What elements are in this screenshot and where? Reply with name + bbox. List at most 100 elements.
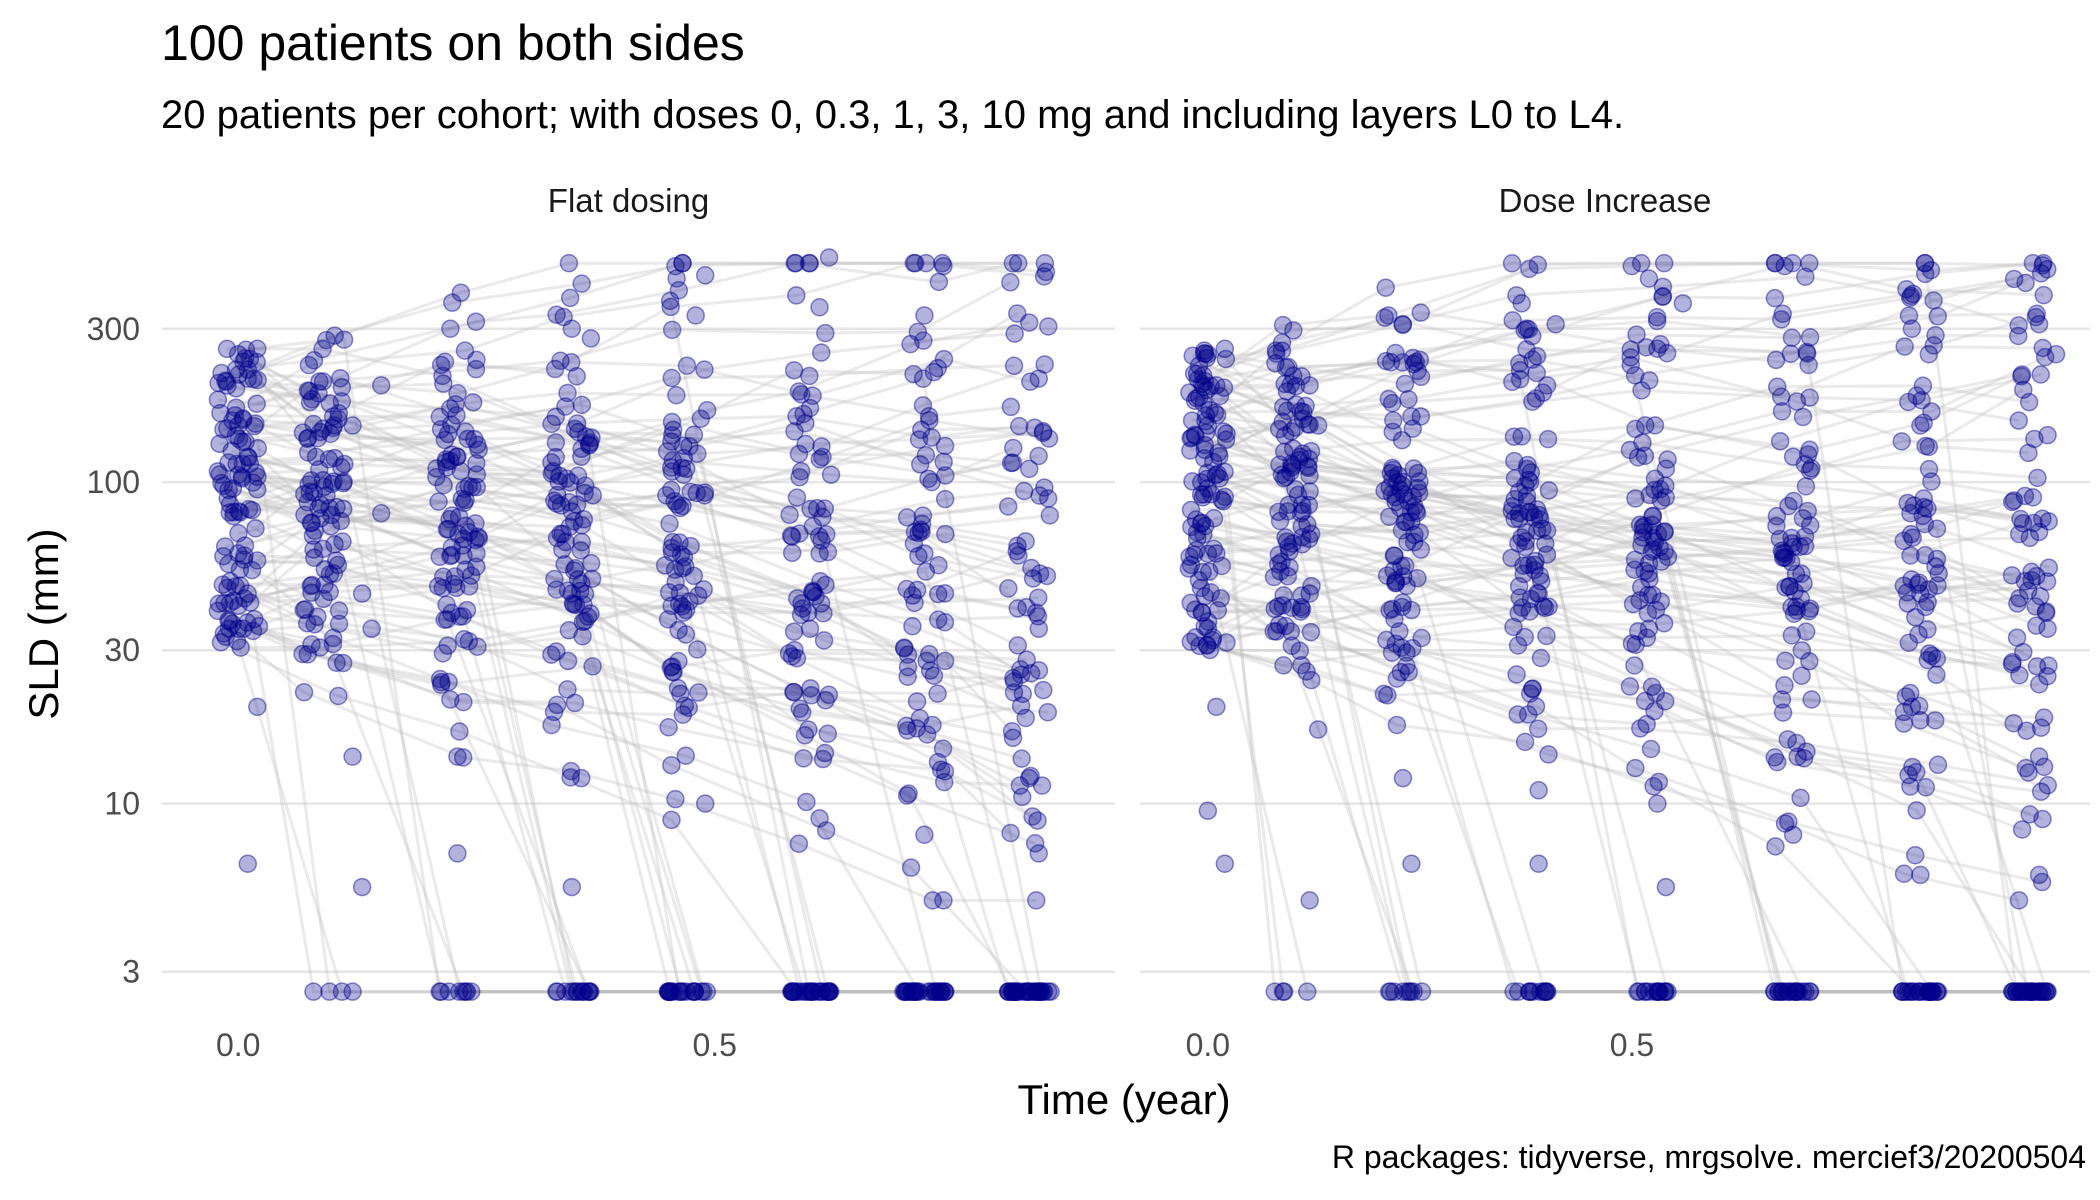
data-point xyxy=(1198,544,1218,564)
data-point xyxy=(1272,333,1292,352)
data-point xyxy=(579,434,599,454)
patient-trajectory xyxy=(242,462,1014,993)
data-point xyxy=(242,500,262,520)
data-point xyxy=(329,614,349,633)
data-point xyxy=(300,482,320,502)
data-point xyxy=(794,404,813,424)
data-point xyxy=(1383,469,1402,488)
data-point xyxy=(1410,523,1430,542)
data-point xyxy=(928,358,948,378)
data-point xyxy=(437,458,457,477)
data-point xyxy=(1397,643,1416,662)
patient-trajectory xyxy=(252,377,1012,835)
data-point xyxy=(461,566,481,585)
data-point xyxy=(241,593,260,612)
data-point xyxy=(570,581,590,601)
data-point xyxy=(1291,401,1310,421)
data-point xyxy=(1192,374,1212,394)
data-point xyxy=(467,557,486,577)
data-point xyxy=(324,472,343,491)
patient-trajectory xyxy=(1217,472,2020,605)
data-point xyxy=(816,575,835,595)
data-point xyxy=(240,349,260,369)
data-point xyxy=(1408,568,1427,588)
data-point xyxy=(455,422,475,441)
data-point xyxy=(453,536,473,555)
data-point xyxy=(1403,487,1423,506)
patient-trajectory xyxy=(251,568,1051,994)
data-point xyxy=(901,982,921,1001)
data-point xyxy=(1787,733,1806,753)
data-point xyxy=(1286,480,1305,499)
data-point xyxy=(904,253,924,273)
data-point xyxy=(2038,260,2057,279)
data-point xyxy=(1902,982,1922,1001)
data-point xyxy=(924,666,944,685)
data-point xyxy=(791,462,811,481)
data-point xyxy=(1207,405,1227,425)
data-point xyxy=(547,528,567,548)
patient-trajectory xyxy=(251,630,1014,994)
data-point xyxy=(1903,284,1923,304)
data-point xyxy=(2004,491,2024,510)
data-point xyxy=(1278,566,1298,586)
data-point xyxy=(934,349,954,369)
patient-trajectory xyxy=(1221,564,2044,821)
data-point xyxy=(1408,463,1428,483)
data-point xyxy=(1525,560,1544,580)
data-point xyxy=(1195,587,1215,606)
patient-trajectory xyxy=(235,585,1043,788)
data-point xyxy=(1793,407,1813,427)
data-point xyxy=(1179,559,1199,578)
data-point xyxy=(2009,524,2029,544)
data-point xyxy=(659,982,678,1001)
data-point xyxy=(1782,328,1802,348)
data-point xyxy=(544,702,564,722)
data-point xyxy=(659,718,678,737)
data-point xyxy=(1517,459,1537,479)
data-point xyxy=(1621,348,1640,367)
data-point xyxy=(1673,294,1693,313)
data-point xyxy=(216,371,235,391)
data-point xyxy=(1384,411,1403,430)
data-point xyxy=(1520,684,1540,703)
data-point xyxy=(1030,564,1050,583)
data-point xyxy=(1771,387,1791,407)
data-point xyxy=(220,593,240,613)
patient-trajectory xyxy=(227,618,1028,993)
patient-trajectory xyxy=(1216,413,2032,994)
data-point xyxy=(245,609,264,629)
data-point xyxy=(671,982,691,1001)
data-point xyxy=(799,720,818,739)
data-point xyxy=(663,420,683,440)
data-point xyxy=(1527,363,1546,383)
data-point xyxy=(1300,891,1319,910)
data-point xyxy=(1635,982,1655,1001)
data-point xyxy=(1393,353,1412,372)
data-point xyxy=(1009,546,1028,565)
data-point xyxy=(662,543,682,562)
patient-trajectory xyxy=(223,427,1019,610)
data-point xyxy=(897,716,916,736)
data-point xyxy=(1194,525,1213,544)
data-point xyxy=(782,647,802,666)
data-point xyxy=(2007,628,2027,647)
patient-trajectory xyxy=(1203,333,2019,386)
data-point xyxy=(1658,547,1678,567)
data-point xyxy=(920,411,939,430)
data-point xyxy=(924,362,944,382)
data-point xyxy=(2004,269,2024,289)
patient-trajectory xyxy=(252,481,1021,671)
data-point xyxy=(1537,982,1556,1001)
data-point xyxy=(1274,468,1294,488)
data-point xyxy=(660,291,680,311)
data-point xyxy=(797,982,816,1001)
data-point xyxy=(1188,370,1208,389)
data-point xyxy=(459,523,479,542)
data-point xyxy=(672,458,691,478)
data-point xyxy=(1269,419,1289,439)
data-point xyxy=(2031,264,2051,283)
data-point xyxy=(2011,509,2030,529)
data-point xyxy=(676,459,696,479)
data-point xyxy=(1390,480,1410,499)
